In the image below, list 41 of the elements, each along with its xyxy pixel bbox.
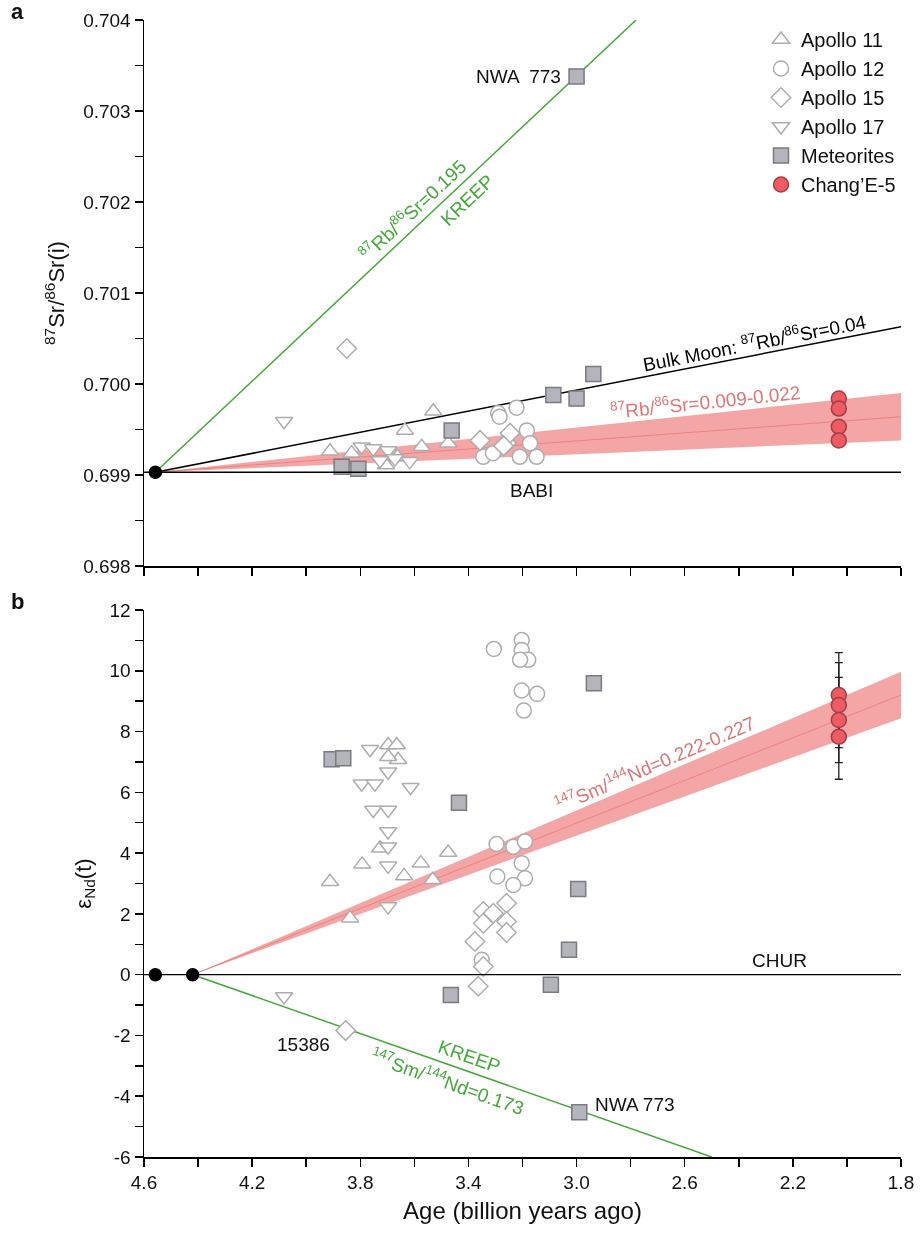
y-tick-label: 2 <box>120 903 131 925</box>
y-tick-label: 12 <box>109 599 131 621</box>
x-tick-label: 3.4 <box>455 1172 483 1194</box>
legend-label: Chang’E-5 <box>801 174 896 197</box>
legend-label: Apollo 11 <box>801 29 883 52</box>
y-tick-label: 0.702 <box>83 191 131 213</box>
chart-title: b <box>11 589 25 615</box>
chart-title: a <box>11 0 25 25</box>
annotation: NWA 773 <box>595 1094 675 1115</box>
annotation: NWA 773 <box>476 66 561 87</box>
y-tick-label: -4 <box>113 1085 132 1107</box>
y-tick-label: 10 <box>109 660 131 682</box>
legend-label: Apollo 17 <box>801 116 885 139</box>
x-tick-label: 2.6 <box>671 1172 698 1194</box>
y-tick-label: 0 <box>120 964 131 986</box>
legend-label: Apollo 15 <box>801 87 885 110</box>
legend-label: Meteorites <box>801 145 895 168</box>
y-tick-label: -6 <box>113 1146 131 1168</box>
x-tick-label: 4.2 <box>238 1172 266 1194</box>
x-tick-label: 3.0 <box>563 1172 590 1194</box>
x-axis-title: Age (billion years ago) <box>403 1197 642 1225</box>
x-tick-label: 3.8 <box>347 1172 374 1194</box>
y-tick-label: 0.704 <box>83 9 132 31</box>
y-tick-label: 0.703 <box>83 100 131 122</box>
x-tick-label: 2.2 <box>779 1172 807 1194</box>
annotation: 15386 <box>277 1034 330 1055</box>
y-tick-label: 0.699 <box>83 464 131 486</box>
y-tick-label: 0.700 <box>83 373 131 395</box>
annotation: BABI <box>510 480 554 501</box>
x-tick-label: 4.6 <box>130 1172 158 1194</box>
y-tick-label: 0.698 <box>83 555 131 577</box>
y-tick-label: 8 <box>120 721 131 743</box>
y-tick-label: 0.701 <box>83 282 131 304</box>
annotation: Bulk Moon: $^{87}$Rb/$^{86}$Sr=0.04 <box>640 308 869 376</box>
y-tick-label: -2 <box>113 1025 131 1047</box>
x-tick-label: 1.8 <box>887 1172 915 1194</box>
annotation: CHUR <box>752 950 807 971</box>
y-tick-label: 6 <box>120 781 131 803</box>
annotation: $^{87}$Rb/$^{86}$Sr=0.009-0.022 <box>609 378 802 423</box>
legend-label: Apollo 12 <box>801 58 885 81</box>
y-tick-label: 4 <box>120 842 132 864</box>
